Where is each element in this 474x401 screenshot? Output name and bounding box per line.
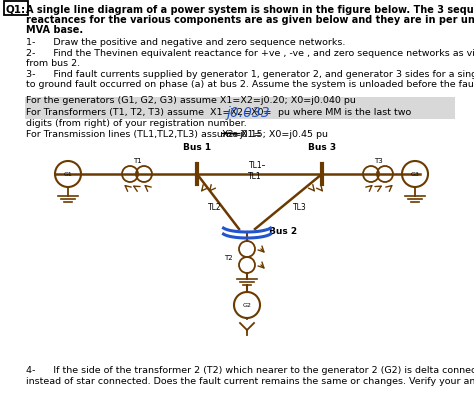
Text: digits (from right) of your registration number.: digits (from right) of your registration…: [26, 119, 247, 128]
Text: j0.15; X0=j0.45 pu: j0.15; X0=j0.45 pu: [239, 130, 328, 139]
Text: j0.033: j0.033: [227, 106, 271, 120]
Text: 3-      Find fault currents supplied by generator 1, generator 2, and generator : 3- Find fault currents supplied by gener…: [26, 70, 474, 79]
Text: X2=: X2=: [222, 130, 243, 139]
Text: instead of star connected. Does the fault current remains the same or changes. V: instead of star connected. Does the faul…: [26, 376, 474, 385]
Text: Bus 3: Bus 3: [308, 143, 336, 152]
Text: Bus 2: Bus 2: [269, 227, 297, 235]
Text: G1: G1: [64, 172, 73, 177]
Text: For Transmission lines (TL1,TL2,TL3) assume X1=: For Transmission lines (TL1,TL2,TL3) ass…: [26, 130, 262, 139]
Text: G2: G2: [243, 303, 251, 308]
Text: For the generators (G1, G2, G3) assume X1=X2=j0.20; X0=j0.040 pu: For the generators (G1, G2, G3) assume X…: [26, 96, 356, 105]
Text: reactances for the various components are as given below and they are in per uni: reactances for the various components ar…: [26, 15, 474, 25]
Text: A single line diagram of a power system is shown in the figure below. The 3 sequ: A single line diagram of a power system …: [26, 5, 474, 15]
Text: For Transformers (T1, T2, T3) assume  X1=X2=X0=: For Transformers (T1, T2, T3) assume X1=…: [26, 108, 272, 117]
Text: TL3: TL3: [293, 203, 307, 211]
Text: MVA base.: MVA base.: [26, 25, 83, 35]
Text: 2-      Find the Thevinen equivalent reactance for +ve , -ve , and zero sequence: 2- Find the Thevinen equivalent reactanc…: [26, 49, 474, 58]
Text: TL1–: TL1–: [249, 160, 267, 170]
Text: G3: G3: [410, 172, 419, 177]
Text: T3: T3: [374, 158, 383, 164]
Text: TL2: TL2: [208, 203, 222, 211]
Text: T1: T1: [133, 158, 141, 164]
Text: TL1: TL1: [248, 172, 262, 180]
Text: to ground fault occurred on phase (a) at bus 2. Assume the system is unloaded be: to ground fault occurred on phase (a) at…: [26, 80, 474, 89]
Text: 4-      If the side of the transformer 2 (T2) which nearer to the generator 2 (G: 4- If the side of the transformer 2 (T2)…: [26, 365, 474, 374]
Text: T2: T2: [224, 254, 233, 260]
Text: from bus 2.: from bus 2.: [26, 59, 80, 68]
Text: Bus 1: Bus 1: [183, 143, 211, 152]
Text: Q1:: Q1:: [6, 4, 26, 14]
Text: 1-      Draw the positive and negative and zero sequence networks.: 1- Draw the positive and negative and ze…: [26, 38, 346, 47]
Text: pu where MM is the last two: pu where MM is the last two: [278, 108, 411, 117]
FancyBboxPatch shape: [25, 98, 455, 120]
